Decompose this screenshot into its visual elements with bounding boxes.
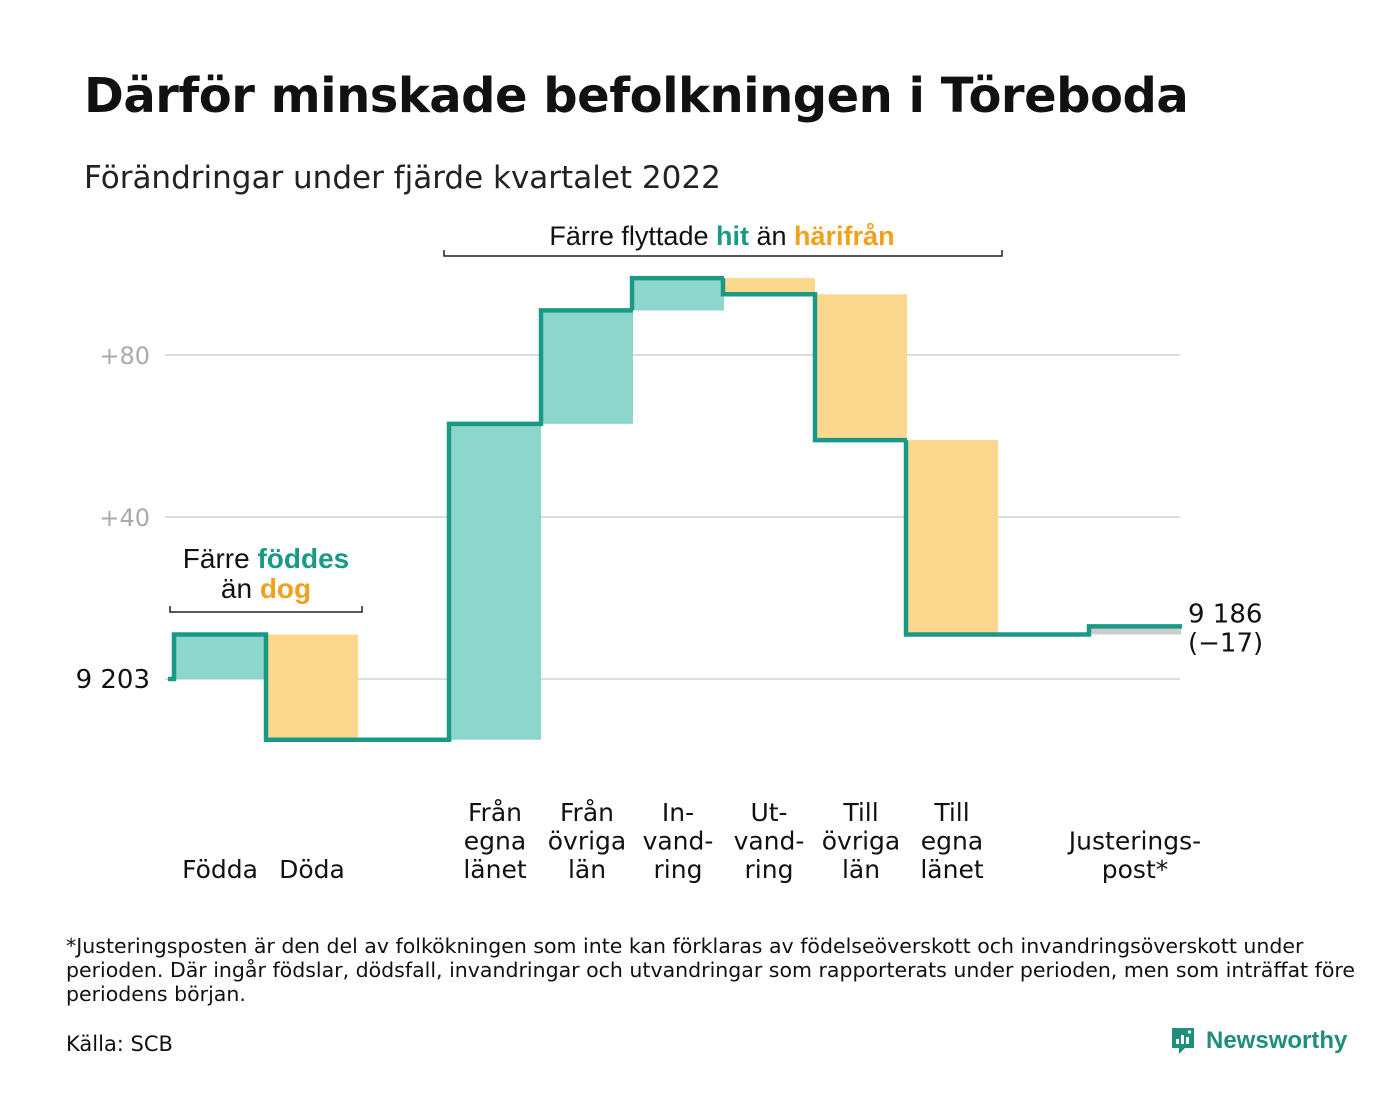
category-label-till-egna-lanet: länet [920,855,983,884]
bar-invandring [632,278,724,311]
end-change-label: (−17) [1188,628,1263,658]
y-tick-label: +80 [99,342,150,370]
bar-justeringspost [1089,626,1181,635]
footnote: *Justeringsposten är den del av folkökni… [66,934,1355,1006]
brand-name: Newsworthy [1206,1027,1348,1054]
bar-doda [266,634,358,740]
category-label-utvandring: vand- [734,827,805,856]
category-label-justeringspost: post* [1102,855,1169,884]
y-tick-label: +40 [99,504,150,532]
chart-subtitle: Förändringar under fjärde kvartalet 2022 [84,160,721,196]
category-label-till-ovriga-lan: Till [842,798,878,827]
category-label-fran-ovriga-lan: övriga [548,827,627,856]
bar-till-ovriga-lan [815,294,907,441]
end-value-label: 9 186 [1188,599,1262,629]
category-label-invandring: In- [662,798,694,827]
category-label-invandring: ring [654,855,703,884]
category-label-utvandring: Ut- [750,798,787,827]
category-label-fran-ovriga-lan: Från [560,798,614,827]
births-annotation-text: Färre [183,543,258,574]
category-label-fran-egna-lanet: länet [463,855,526,884]
source-label: Källa: SCB [66,1032,173,1056]
migration-annotation-harifran: härifrån [794,221,895,251]
category-label-fodda: Födda [182,855,258,884]
chart-title: Därför minskade befolkningen i Töreboda [84,68,1189,124]
births-annotation-line1: Färre föddes [183,543,349,574]
category-label-fran-ovriga-lan: län [568,855,606,884]
births-annotation-text: än [221,573,260,604]
category-label-till-ovriga-lan: övriga [822,827,901,856]
migration-annotation-text: än [749,221,794,251]
migration-bracket [443,250,1003,257]
bar-utvandring [723,278,815,295]
bar-fran-egna-lanet [449,423,541,740]
category-label-till-ovriga-lan: län [842,855,880,884]
births-annotation-line2: än dog [221,573,311,604]
migration-annotation-text: Färre flyttade [549,221,716,251]
bar-till-egna-lanet [906,440,998,635]
category-label-fran-egna-lanet: Från [468,798,522,827]
migration-annotation-hit: hit [716,221,749,251]
category-label-doda: Döda [279,855,345,884]
bar-fran-ovriga-lan [541,310,633,424]
start-value-label: 9 203 [76,665,150,695]
category-label-fran-egna-lanet: egna [464,827,526,856]
births-annotation-highlight: föddes [257,543,349,574]
newsworthy-logo-icon [1172,1028,1194,1054]
category-label-till-egna-lanet: egna [921,827,983,856]
category-label-till-egna-lanet: Till [933,798,969,827]
births-bracket [169,606,363,613]
brand: Newsworthy [1170,1026,1347,1056]
migration-annotation: Färre flyttade hit än härifrån [549,221,894,251]
bar-fodda [174,634,266,679]
category-label-justeringspost: Justerings- [1067,827,1201,856]
deaths-annotation-highlight: dog [260,573,311,604]
cumulative-step-line [168,275,1182,743]
category-label-invandring: vand- [643,827,714,856]
category-label-utvandring: ring [745,855,794,884]
